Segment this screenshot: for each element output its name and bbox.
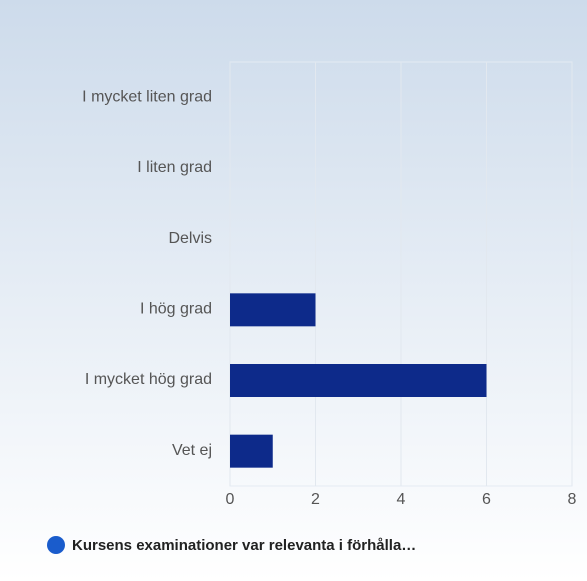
bar <box>230 293 316 327</box>
legend-label: Kursens examinationer var relevanta i fö… <box>72 537 416 554</box>
y-tick-label: Delvis <box>168 230 212 247</box>
legend-marker <box>47 536 65 554</box>
bar <box>230 364 487 397</box>
x-tick-label: 0 <box>226 491 235 508</box>
bar <box>230 434 273 468</box>
x-tick-label: 8 <box>568 491 577 508</box>
x-tick-label: 2 <box>311 491 320 508</box>
y-tick-label: I liten grad <box>137 159 212 176</box>
x-tick-label: 4 <box>397 491 406 508</box>
y-tick-label: I mycket hög grad <box>85 371 212 388</box>
y-tick-label: I mycket liten grad <box>82 89 212 106</box>
y-tick-label: I hög grad <box>140 301 212 318</box>
x-tick-label: 6 <box>482 491 491 508</box>
y-tick-label: Vet ej <box>172 442 212 459</box>
